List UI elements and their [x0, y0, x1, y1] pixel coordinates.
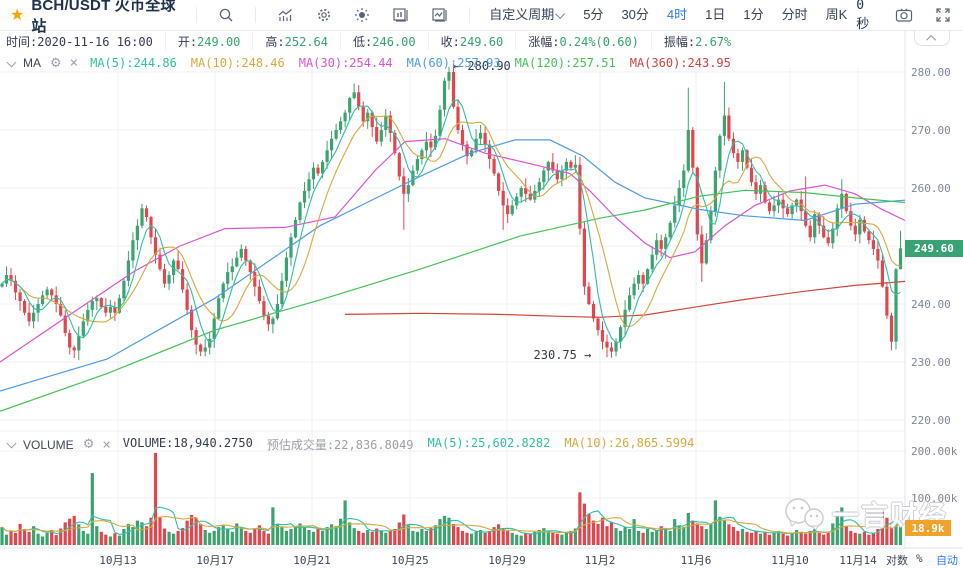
volume-axis-label: 200.00k: [911, 445, 958, 458]
search-icon[interactable]: [207, 0, 245, 30]
chevron-up-icon: [925, 34, 936, 45]
volume-axis-label: 100.00k: [911, 492, 958, 505]
pair-title: BCH/USDT 火币全球站: [31, 0, 176, 35]
current-volume-badge: 18.9k: [905, 520, 951, 536]
ma-legend-value: MA(120):257.51: [514, 56, 616, 70]
volume-legend-value: VOLUME:18,940.2750: [122, 436, 253, 450]
time-axis-tick: 11月6: [680, 554, 712, 567]
candlestick-chart-canvas[interactable]: [0, 30, 963, 568]
divider: [196, 7, 198, 23]
collapse-chevron-icon[interactable]: [6, 438, 17, 449]
axis-option-%[interactable]: %: [916, 552, 923, 565]
current-price-badge: 249.60: [905, 240, 963, 258]
indicator-name: VOLUME: [23, 437, 74, 452]
ohlc-field: 收:249.60: [441, 33, 517, 50]
toolbar-right: 0秒: [856, 0, 963, 32]
collapse-chevron-icon[interactable]: [6, 57, 17, 67]
chat-bubbles-icon: [785, 497, 824, 531]
pane-collapse-tab[interactable]: [914, 31, 950, 46]
ma-legend-value: MA(10):248.46: [190, 56, 285, 70]
ohlc-field: 低:246.00: [353, 33, 429, 50]
favorite-star-icon[interactable]: ★: [10, 7, 25, 24]
time-axis-tick: 10月25: [391, 554, 429, 567]
ma-legend-value: MA(30):254.44: [298, 56, 393, 70]
divider: [255, 7, 257, 23]
panel-layout-icon[interactable]: [381, 0, 420, 30]
ma-legend-value: MA(5):244.86: [90, 56, 177, 70]
volume-legend-value: MA(10):26,865.5994: [564, 436, 695, 450]
theme-sun-icon[interactable]: [343, 0, 381, 30]
period-tab-1日[interactable]: 1日: [705, 7, 726, 22]
price-axis-label: 280.00: [911, 66, 951, 79]
time-axis-tick: 10月29: [488, 554, 526, 567]
time-axis-tick: 11月14: [839, 554, 877, 567]
price-axis-label: 240.00: [911, 298, 951, 311]
custom-period-dropdown[interactable]: 自定义周期: [480, 0, 574, 30]
chevron-down-icon: [555, 9, 566, 20]
toolbar: ★ BCH/USDT 火币全球站 自定义周期 5分 30分 4时 1日 1分 分时 周K 0…: [0, 0, 963, 35]
period-tab-5分[interactable]: 5分: [583, 7, 604, 22]
period-tab-30分[interactable]: 30分: [621, 7, 649, 22]
period-tab-周K[interactable]: 周K: [825, 7, 848, 22]
ohlc-field: 涨幅:0.24%(0.60): [528, 33, 652, 50]
price-axis-label: 230.00: [911, 356, 951, 369]
price-axis-label: 260.00: [911, 182, 951, 195]
indicator-name: MA: [23, 56, 41, 70]
ma-legend-value: MA(60):257.93: [406, 56, 501, 70]
time-axis-tick: 10月13: [99, 554, 137, 567]
indicator-settings-gear-icon[interactable]: ⚙: [82, 437, 95, 452]
volume-legend-value: MA(5):25,602.8282: [427, 436, 551, 450]
ma-indicator-legend: MA ⚙ × MA(5):244.86 MA(10):248.46 MA(30):2…: [6, 55, 745, 71]
volume-indicator-legend: VOLUME ⚙ × VOLUME:18,940.2750 预估成交量:22,83…: [6, 436, 708, 453]
axis-option-对数[interactable]: 对数: [886, 554, 908, 567]
price-axis-label: 220.00: [911, 414, 951, 427]
period-tab-1分[interactable]: 1分: [743, 7, 764, 22]
time-axis-tick: 11月10: [771, 554, 809, 567]
period-high-annotation: ← 280.90: [452, 58, 511, 73]
time-axis-tick: 10月17: [196, 554, 234, 567]
period-tab-分时[interactable]: 分时: [781, 7, 808, 22]
candle-countdown: 0秒: [856, 0, 870, 32]
watermark: 一言财经: [782, 494, 948, 533]
divider: [469, 7, 471, 23]
period-selector: 自定义周期 5分 30分 4时 1日 1分 分时 周K: [480, 0, 856, 30]
settings-gear-icon[interactable]: [305, 0, 343, 30]
ma-legend-value: MA(360):243.95: [629, 56, 731, 70]
indicator-close-icon[interactable]: ×: [69, 55, 79, 71]
indicator-settings-gear-icon[interactable]: ⚙: [50, 55, 62, 71]
period-low-annotation: 230.75 →: [533, 347, 592, 362]
time-axis-tick: 11月2: [584, 554, 616, 567]
ohlc-field: 振幅:2.67%: [663, 35, 732, 49]
time-axis-tick: 10月21: [293, 554, 331, 567]
volume-legend-value: 预估成交量:22,836.8049: [266, 438, 414, 452]
camera-icon[interactable]: [884, 0, 924, 30]
price-axis-label: 270.00: [911, 124, 951, 137]
period-tab-4时[interactable]: 4时: [666, 7, 688, 22]
indicators-icon[interactable]: [266, 0, 305, 30]
indicator-close-icon[interactable]: ×: [102, 436, 111, 453]
ohlc-field: 时间:2020-11-16 16:00: [6, 33, 166, 50]
fullscreen-icon[interactable]: [924, 0, 963, 30]
time-axis: 10月13 10月17 10月21 10月25 10月29 11月2 11月6 11月10 11…: [0, 549, 963, 568]
ohlc-field: 开:249.00: [178, 33, 254, 50]
axis-option-自动[interactable]: 自动: [936, 554, 958, 567]
chart-style-icon[interactable]: [420, 0, 459, 30]
ohlc-field: 高:252.64: [265, 33, 342, 50]
ohlc-info-bar: 时间:2020-11-16 16:00 开:249.00 高:252.64 低:246…: [6, 33, 755, 50]
